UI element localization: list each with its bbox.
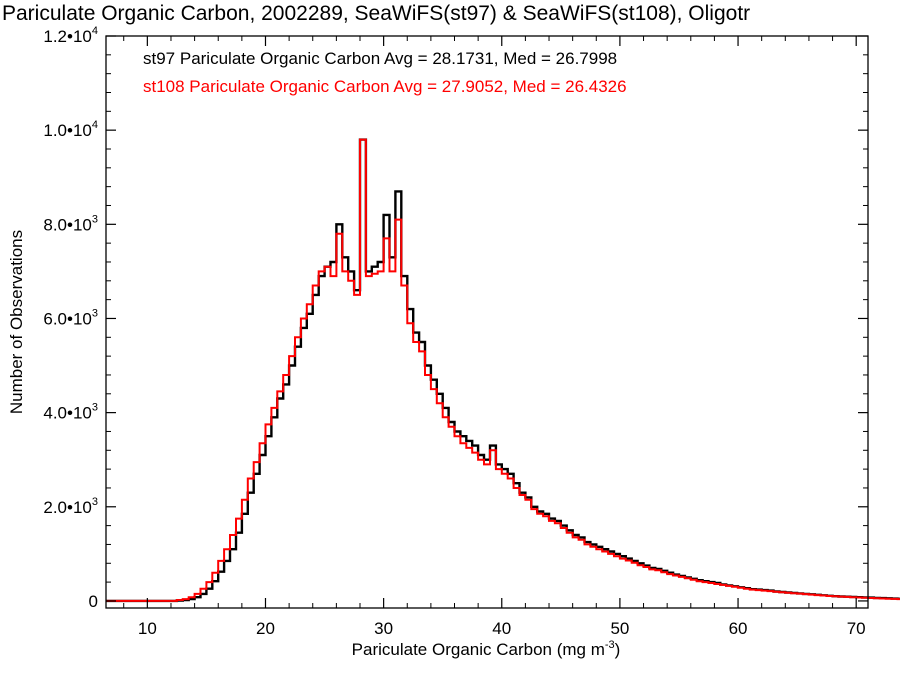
y-tick-label-exp: 4 xyxy=(92,119,98,131)
x-tick-label: 60 xyxy=(729,619,748,638)
x-axis-label: Pariculate Organic Carbon (mg m-3) xyxy=(352,639,621,659)
x-axis-label-sup: -3 xyxy=(605,639,615,651)
x-tick-label: 30 xyxy=(374,619,393,638)
annotation-0: st97 Pariculate Organic Carbon Avg = 28.… xyxy=(143,49,617,68)
x-axis-label-suffix: ) xyxy=(615,640,621,659)
y-tick-label-base: 1.2•10 xyxy=(43,27,92,46)
x-tick-label: 50 xyxy=(610,619,629,638)
tick-layer: 10 20 30 40 50 60 7002.0•1034.0•1036.0•1038.0•… xyxy=(43,25,868,638)
y-tick-label-base: 4.0•10 xyxy=(43,404,92,423)
y-axis-label: Number of Observations xyxy=(7,230,26,414)
y-tick-label-base: 1.0•10 xyxy=(43,121,92,140)
x-tick-label: 40 xyxy=(492,619,511,638)
y-tick-label: 0 xyxy=(89,592,98,611)
y-tick-label: 6.0•103 xyxy=(43,307,98,328)
y-tick-label-exp: 3 xyxy=(92,307,98,319)
x-tick-label: 10 xyxy=(138,619,157,638)
y-tick-label-exp: 4 xyxy=(92,25,98,37)
y-tick-label: 2.0•103 xyxy=(43,496,98,517)
y-tick-label-base: 0 xyxy=(89,592,98,611)
x-tick-label: 70 xyxy=(847,619,866,638)
x-tick-label: 20 xyxy=(256,619,275,638)
plot-frame xyxy=(105,35,869,609)
y-tick-label-base: 2.0•10 xyxy=(43,498,92,517)
series-layer xyxy=(106,138,900,603)
chart-title: Pariculate Organic Carbon, 2002289, SeaW… xyxy=(2,2,751,25)
y-tick-label-base: 6.0•10 xyxy=(43,309,92,328)
series-st108-line xyxy=(106,138,900,602)
y-tick-label-exp: 3 xyxy=(92,213,98,225)
x-axis-label-text: Pariculate Organic Carbon (mg m xyxy=(352,640,605,659)
y-tick-label: 8.0•103 xyxy=(43,213,98,234)
y-tick-label: 4.0•103 xyxy=(43,402,98,423)
y-tick-label-exp: 3 xyxy=(92,402,98,414)
annotation-1: st108 Pariculate Organic Carbon Avg = 27… xyxy=(143,77,627,96)
y-tick-label: 1.0•104 xyxy=(43,119,98,140)
y-tick-label-exp: 3 xyxy=(92,496,98,508)
annotation-layer: st97 Pariculate Organic Carbon Avg = 28.… xyxy=(143,49,627,96)
series-st97-line xyxy=(106,138,900,603)
y-tick-label: 1.2•104 xyxy=(43,25,98,46)
y-tick-label-base: 8.0•10 xyxy=(43,215,92,234)
